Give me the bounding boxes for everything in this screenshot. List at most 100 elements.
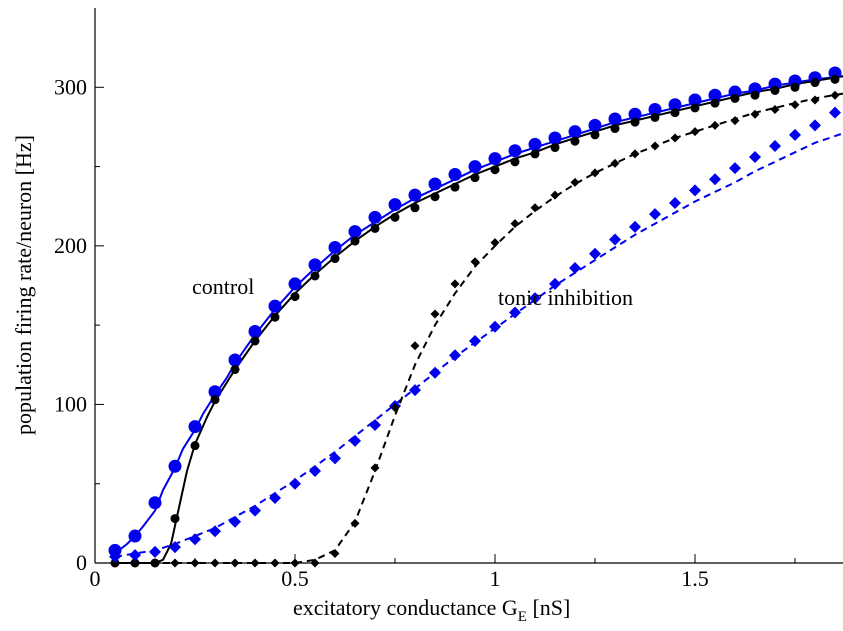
data-point: [370, 223, 380, 233]
data-point: [589, 247, 601, 260]
data-point: [490, 238, 500, 248]
data-point: [570, 177, 580, 187]
data-point: [528, 137, 542, 151]
annotation-tonic-inhibition: tonic inhibition: [498, 285, 633, 310]
series-0: [108, 66, 842, 557]
data-point: [148, 496, 162, 510]
x-tick-label: 0.5: [281, 566, 309, 591]
data-point: [190, 441, 200, 451]
data-point: [570, 136, 580, 146]
data-point: [390, 403, 400, 413]
data-point: [549, 277, 561, 290]
data-point: [650, 112, 660, 122]
data-point: [428, 177, 442, 191]
data-point: [469, 335, 481, 347]
data-point: [149, 545, 161, 558]
data-point: [269, 491, 281, 504]
data-point: [770, 104, 780, 114]
data-point: [309, 465, 321, 478]
series-3: [170, 90, 840, 568]
data-point: [450, 279, 460, 289]
data-point: [329, 452, 341, 465]
data-point: [189, 533, 201, 546]
data-point: [109, 550, 121, 563]
data-point: [348, 225, 362, 239]
y-axis-title: population firing rate/neuron [Hz]: [11, 135, 36, 435]
data-point: [249, 504, 261, 517]
data-point: [548, 131, 562, 145]
data-point: [688, 93, 702, 107]
data-point: [588, 118, 602, 132]
chart-axes: [94, 8, 843, 564]
data-point: [690, 127, 700, 137]
data-point: [308, 258, 322, 272]
data-point: [649, 208, 661, 221]
data-point: [750, 90, 760, 100]
data-point: [650, 141, 660, 151]
x-axis-title-main: excitatory conductance G: [293, 595, 518, 620]
data-point: [790, 100, 800, 110]
data-point: [668, 98, 682, 112]
data-point: [710, 98, 720, 108]
x-tick-label: 0: [90, 566, 101, 591]
data-point: [550, 143, 560, 153]
data-point: [690, 103, 700, 113]
data-point: [289, 477, 301, 490]
data-point: [388, 198, 402, 212]
data-point: [810, 95, 820, 105]
x-axis-title: excitatory conductance GE [nS]: [293, 595, 570, 625]
data-point: [268, 299, 282, 313]
data-point: [669, 197, 681, 210]
chart-curves: [114, 75, 843, 564]
data-point: [170, 514, 180, 524]
x-axis-title-subscript: E: [518, 609, 527, 625]
data-point: [689, 184, 701, 197]
data-point: [790, 82, 800, 92]
data-point: [510, 219, 520, 229]
data-point: [330, 548, 340, 558]
data-point: [390, 212, 400, 222]
annotation-control: control: [192, 274, 254, 299]
data-point: [749, 151, 761, 164]
data-point: [810, 78, 820, 88]
data-point: [729, 162, 741, 175]
curve-0: [114, 75, 843, 555]
data-point: [789, 128, 801, 141]
data-point: [468, 160, 482, 174]
x-tick-label: 1: [490, 566, 501, 591]
data-point: [349, 434, 361, 447]
data-point: [229, 515, 241, 528]
data-point: [430, 309, 440, 319]
data-point: [250, 336, 260, 346]
data-point: [670, 108, 680, 118]
data-point: [169, 541, 181, 554]
curve-1: [115, 75, 843, 564]
y-tick-label: 200: [54, 233, 87, 258]
data-point: [290, 292, 300, 302]
data-point: [369, 419, 381, 432]
data-point: [368, 210, 382, 224]
data-point: [228, 353, 242, 367]
data-point: [730, 93, 740, 103]
chart-ticks: 0 0.5 1 1.5 0 100 200 300: [54, 74, 796, 591]
data-point: [430, 192, 440, 202]
data-point: [168, 459, 182, 473]
data-point: [488, 152, 502, 166]
data-point: [550, 190, 560, 200]
data-point: [470, 257, 480, 267]
data-point: [629, 220, 641, 233]
data-point: [248, 324, 262, 338]
data-point: [489, 320, 501, 333]
data-point: [409, 384, 421, 397]
y-tick-label: 0: [76, 550, 87, 575]
data-point: [829, 106, 841, 119]
data-point: [129, 549, 141, 562]
data-point: [610, 158, 620, 168]
data-point: [590, 168, 600, 178]
data-point: [490, 165, 500, 175]
data-point: [209, 525, 221, 538]
data-point: [288, 277, 302, 291]
data-point: [529, 292, 541, 305]
data-point: [510, 157, 520, 167]
